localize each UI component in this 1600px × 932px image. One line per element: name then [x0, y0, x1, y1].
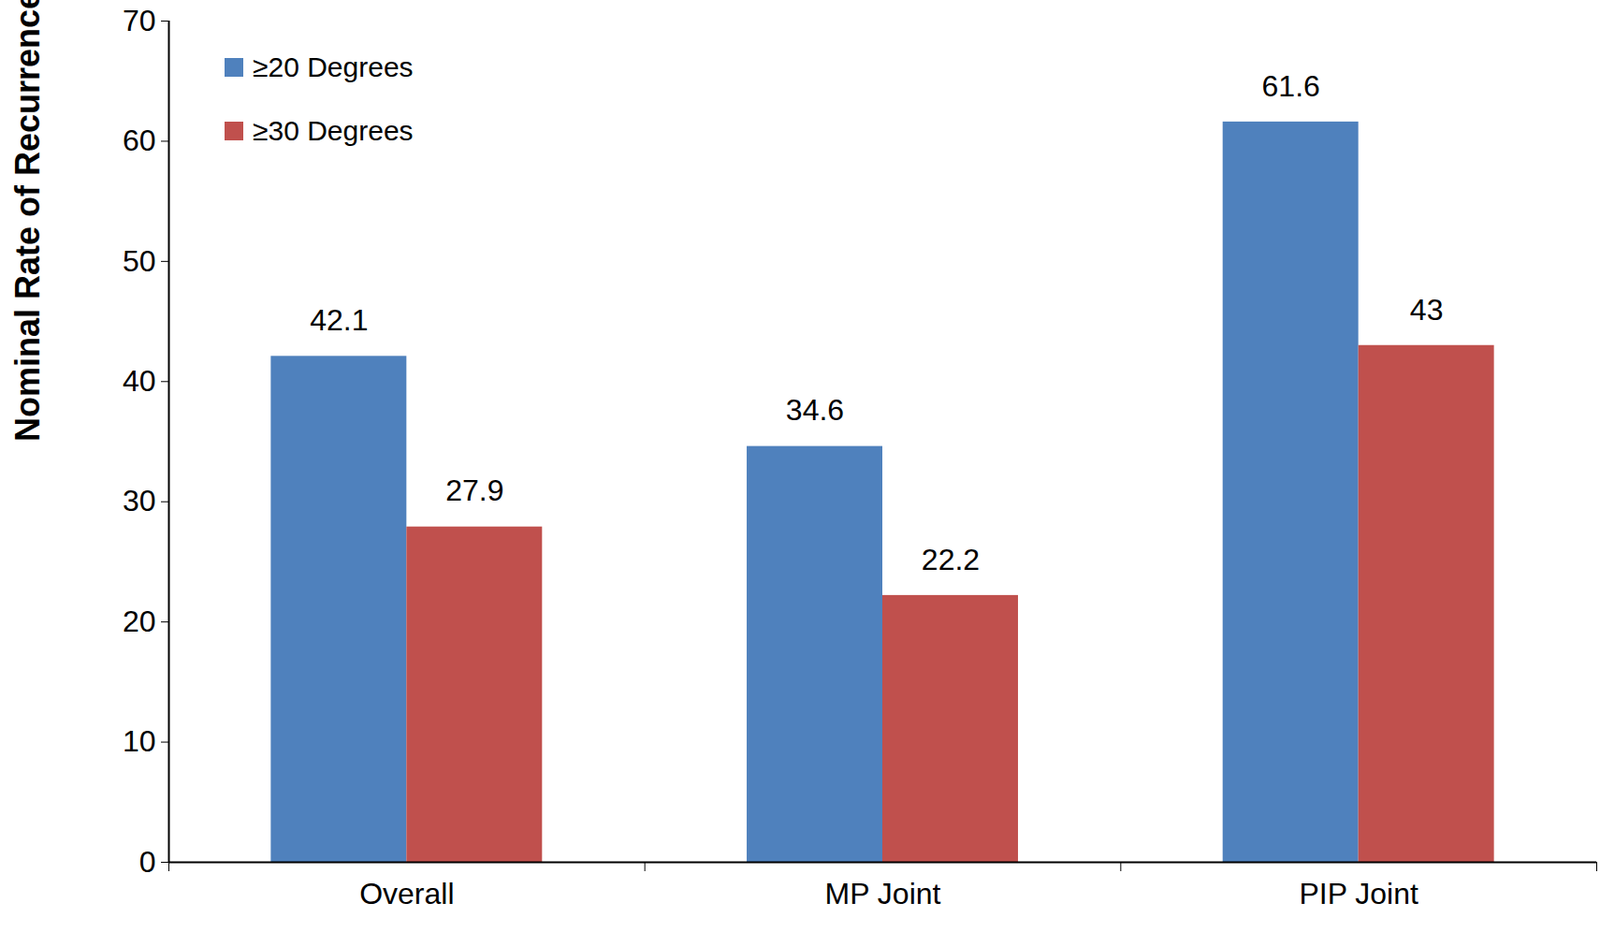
svg-text:20: 20 [122, 604, 157, 639]
svg-text:10: 10 [122, 724, 157, 758]
svg-text:MP Joint: MP Joint [825, 876, 942, 911]
svg-text:0: 0 [139, 844, 157, 879]
html-text:≥30 Degrees: ≥30 Degrees [252, 115, 414, 146]
svg-text:40: 40 [122, 363, 157, 398]
svg-text:30: 30 [122, 483, 157, 518]
svg-text:34.6: 34.6 [785, 392, 844, 427]
svg-text:PIP Joint: PIP Joint [1298, 876, 1419, 911]
svg-text:50: 50 [122, 244, 157, 278]
svg-text:60: 60 [122, 123, 157, 158]
svg-text:27.9: 27.9 [445, 473, 504, 508]
svg-text:42.1: 42.1 [309, 303, 368, 337]
html-text:≥20 Degrees: ≥20 Degrees [252, 51, 414, 83]
svg-text:61.6: 61.6 [1262, 69, 1321, 103]
svg-text:Nominal Rate of Recurrence (%): Nominal Rate of Recurrence (%) [8, 0, 47, 442]
svg-text:70: 70 [122, 3, 157, 38]
svg-text:Overall: Overall [359, 876, 454, 911]
svg-text:22.2: 22.2 [921, 542, 980, 577]
svg-text:43: 43 [1410, 291, 1444, 326]
